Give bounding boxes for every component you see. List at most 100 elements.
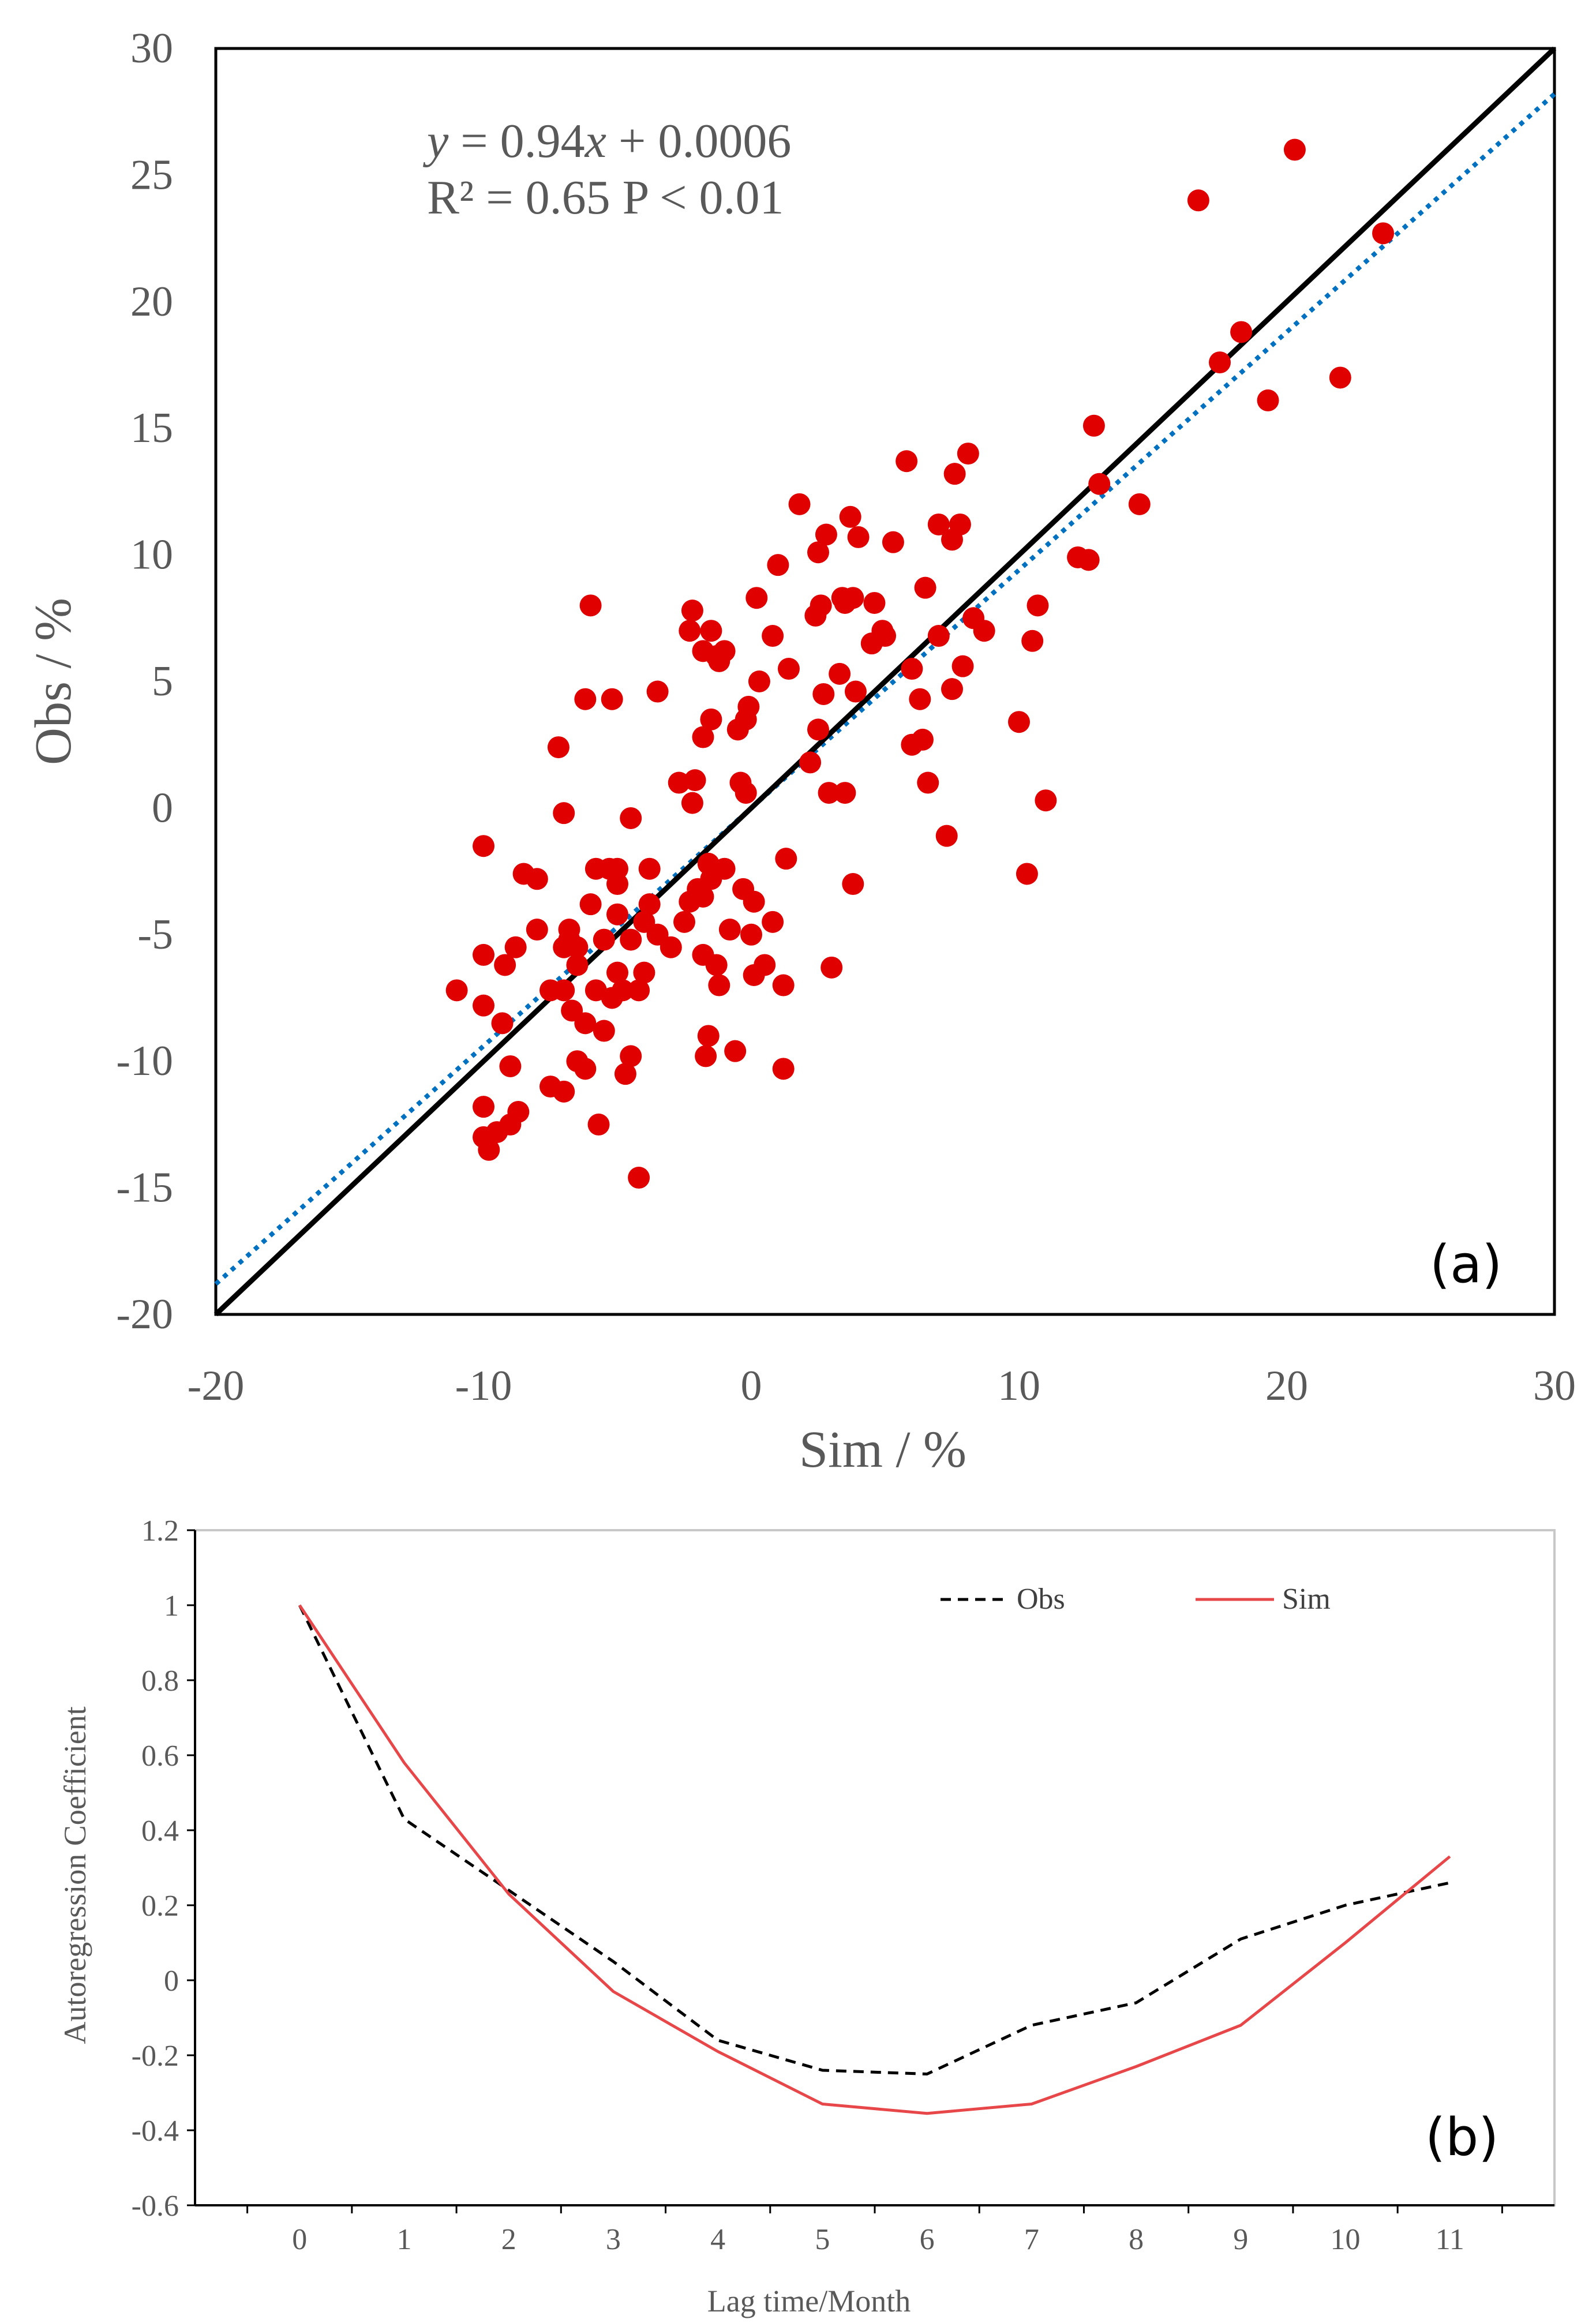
scatter-point — [799, 751, 822, 774]
scatter-point — [638, 857, 661, 880]
scatter-point — [579, 893, 602, 916]
y-tick-label: 5 — [152, 658, 173, 705]
scatter-point — [668, 771, 690, 794]
x-tick-label: 4 — [710, 2223, 725, 2256]
plot-area-b — [194, 1529, 1556, 2206]
scatter-point — [762, 625, 784, 647]
scatter-point — [772, 1058, 795, 1080]
x-axis-title-b: Lag time/Month — [707, 2284, 911, 2318]
scatter-point — [882, 531, 904, 553]
axes-b — [187, 1529, 1554, 2213]
scatter-point — [829, 662, 851, 685]
x-tick-label: -10 — [455, 1362, 512, 1410]
y-tick-label: 30 — [130, 25, 173, 72]
y-tick-label: 0.4 — [141, 1815, 179, 1848]
y-tick-label: 0.2 — [141, 1890, 179, 1923]
scatter-point — [767, 554, 789, 576]
scatter-point — [748, 670, 770, 692]
scatter-point — [1230, 321, 1253, 343]
scatter-point — [646, 680, 669, 703]
x-tick-labels-b: 0 1 2 3 4 5 6 7 8 9 10 11 — [292, 2223, 1464, 2256]
scatter-point — [473, 1096, 494, 1118]
r-squared-text: R² = 0.65 P < 0.01 — [427, 171, 784, 224]
series-line-obs — [298, 1604, 1451, 2075]
scatter-panel-a: -20 -15 -10 -5 0 5 10 15 20 25 30 -20 -10 0 10 20 30 y … — [25, 25, 1576, 1478]
y-tick-label: -0.2 — [132, 2040, 179, 2073]
legend-sim-label: Sim — [1282, 1583, 1331, 1616]
y-axis-title-a: Obs / % — [25, 598, 82, 765]
scatter-point — [473, 943, 494, 966]
y-tick-label: 1.2 — [141, 1515, 179, 1548]
one-to-one-line — [213, 46, 1557, 1317]
y-tick-label: -15 — [116, 1164, 173, 1212]
scatter-point — [692, 885, 714, 908]
scatter-point — [697, 1025, 720, 1047]
x-tick-label: 6 — [920, 2223, 935, 2256]
scatter-point — [941, 678, 963, 700]
scatter-point — [821, 956, 843, 979]
reference-lines — [213, 46, 1557, 1317]
y-tick-label: -0.6 — [132, 2190, 179, 2223]
scatter-point — [526, 868, 548, 890]
x-tick-label: 0 — [292, 2223, 307, 2256]
scatter-point — [935, 825, 958, 847]
x-tick-label: 9 — [1233, 2223, 1248, 2256]
series-lines — [298, 1604, 1451, 2115]
scatter-point — [844, 680, 867, 703]
scatter-point — [724, 1040, 747, 1062]
scatter-point — [574, 1012, 597, 1035]
y-tick-label: 15 — [130, 404, 173, 452]
scatter-point — [810, 594, 832, 617]
scatter-point — [874, 625, 896, 647]
legend: Obs Sim — [941, 1583, 1331, 1616]
scatter-point — [842, 873, 864, 896]
x-tick-label: 3 — [606, 2223, 621, 2256]
x-tick-label: 10 — [998, 1362, 1040, 1410]
scatter-point — [807, 718, 829, 741]
scatter-point — [478, 1138, 500, 1161]
scatter-point — [601, 688, 623, 710]
scatter-point — [620, 928, 642, 951]
scatter-point — [737, 695, 760, 718]
scatter-point — [681, 600, 703, 622]
x-tick-label: -20 — [188, 1362, 245, 1410]
x-tick-label: 0 — [741, 1362, 762, 1410]
regression-equation: y = 0.94x + 0.0006 — [422, 114, 791, 168]
y-tick-label: -20 — [116, 1291, 173, 1338]
scatter-point — [1209, 351, 1231, 374]
y-tick-label: -0.4 — [132, 2115, 179, 2148]
y-tick-labels-b: -0.6 -0.4 -0.2 0 0.2 0.4 0.6 0.8 1 1.2 — [132, 1515, 179, 2223]
scatter-point — [695, 1045, 717, 1067]
x-tick-label: 2 — [501, 2223, 516, 2256]
scatter-point — [839, 505, 861, 528]
scatter-point — [1016, 863, 1038, 885]
scatter-point — [606, 961, 628, 984]
scatter-point — [1008, 711, 1030, 733]
y-tick-label: -10 — [116, 1037, 173, 1085]
scatter-point — [606, 857, 628, 880]
scatter-point — [566, 936, 589, 958]
scatter-point — [863, 591, 886, 614]
scatter-point — [1128, 493, 1151, 515]
scatter-point — [708, 974, 730, 996]
x-tick-label: 20 — [1265, 1362, 1308, 1410]
scatter-point — [526, 919, 548, 941]
scatter-point — [633, 961, 655, 984]
x-tick-label: 1 — [396, 2223, 411, 2256]
scatter-point — [574, 1058, 597, 1080]
y-tick-labels: -20 -15 -10 -5 0 5 10 15 20 25 30 — [116, 25, 173, 1338]
scatter-point — [1187, 189, 1209, 212]
scatter-point — [1077, 549, 1100, 571]
scatter-point — [587, 1113, 610, 1136]
scatter-point — [911, 728, 934, 751]
scatter-point — [1372, 222, 1395, 245]
scatter-point — [1082, 414, 1105, 437]
scatter-point — [684, 769, 706, 792]
scatter-point — [1088, 473, 1111, 495]
scatter-point — [842, 587, 864, 609]
y-tick-label: 0.6 — [141, 1740, 179, 1773]
scatter-point — [473, 994, 494, 1017]
scatter-point — [620, 1045, 642, 1067]
scatter-point — [491, 1012, 514, 1035]
